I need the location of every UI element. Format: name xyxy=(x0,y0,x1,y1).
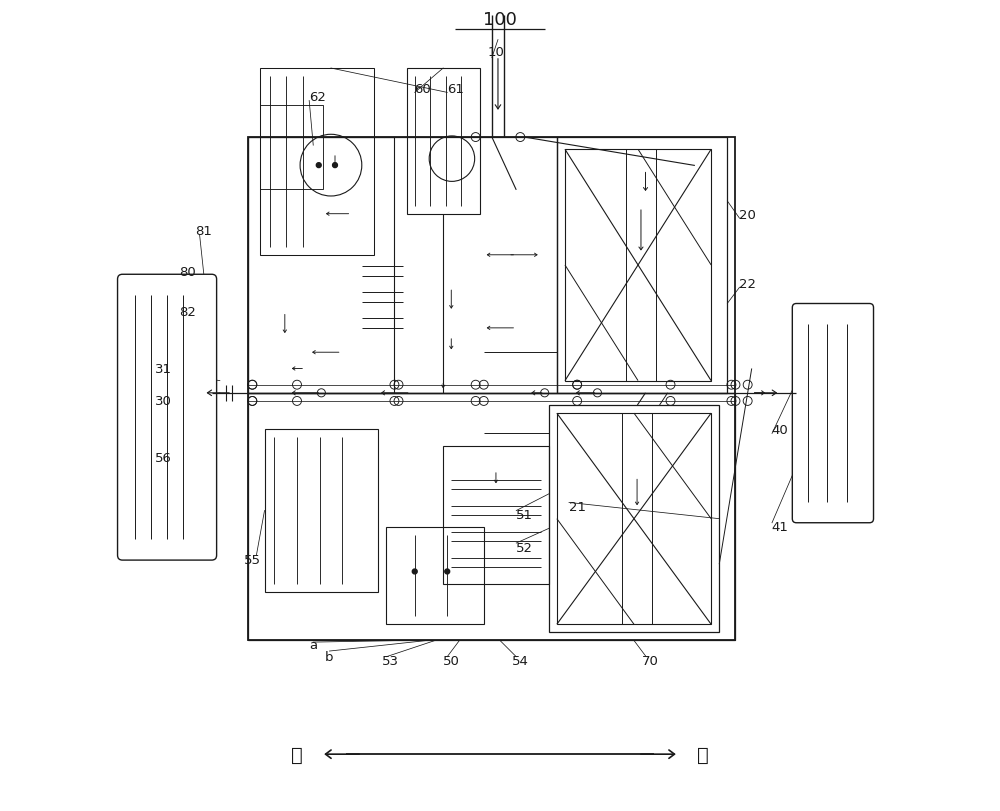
Text: 54: 54 xyxy=(512,654,529,667)
Bar xyxy=(248,138,394,393)
Text: 61: 61 xyxy=(447,83,464,96)
Bar xyxy=(557,138,727,393)
Bar xyxy=(265,430,378,592)
Text: 40: 40 xyxy=(772,423,789,436)
Bar xyxy=(565,150,711,381)
Text: 55: 55 xyxy=(244,553,261,566)
Text: 100: 100 xyxy=(483,11,517,29)
Bar xyxy=(260,106,323,191)
Text: 53: 53 xyxy=(382,654,399,667)
FancyBboxPatch shape xyxy=(118,275,217,560)
Bar xyxy=(248,138,557,393)
Bar xyxy=(443,446,549,584)
Text: 左: 左 xyxy=(291,744,303,764)
Text: 62: 62 xyxy=(309,91,326,104)
Bar xyxy=(407,69,480,215)
Text: 20: 20 xyxy=(739,208,756,221)
Circle shape xyxy=(412,569,417,574)
Text: 右: 右 xyxy=(697,744,709,764)
Text: 41: 41 xyxy=(772,521,789,534)
Text: 82: 82 xyxy=(179,306,196,319)
Text: a: a xyxy=(309,638,317,651)
Text: 30: 30 xyxy=(155,395,171,408)
Bar xyxy=(386,527,484,624)
Text: 10: 10 xyxy=(488,46,504,59)
Circle shape xyxy=(316,164,321,169)
Text: 50: 50 xyxy=(443,654,460,667)
Text: 70: 70 xyxy=(642,654,659,667)
Text: 60: 60 xyxy=(414,83,431,96)
Text: 52: 52 xyxy=(516,541,533,554)
Bar xyxy=(557,414,711,624)
Circle shape xyxy=(333,164,337,169)
Text: b: b xyxy=(325,650,334,663)
Text: 31: 31 xyxy=(155,363,172,375)
Text: 21: 21 xyxy=(569,500,586,513)
Text: 80: 80 xyxy=(179,265,196,278)
Text: 51: 51 xyxy=(516,508,533,521)
FancyBboxPatch shape xyxy=(792,304,874,523)
Bar xyxy=(248,393,735,641)
Bar xyxy=(248,138,735,641)
Circle shape xyxy=(445,569,450,574)
Bar xyxy=(260,69,374,255)
Bar xyxy=(549,406,719,633)
Text: 81: 81 xyxy=(195,225,212,238)
Text: 56: 56 xyxy=(155,452,171,465)
Text: 22: 22 xyxy=(739,277,756,290)
